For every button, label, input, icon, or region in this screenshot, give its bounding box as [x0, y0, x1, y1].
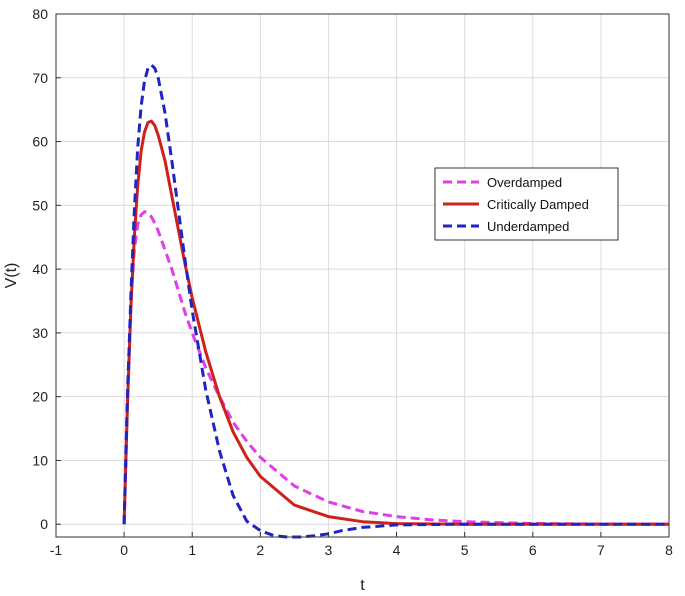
x-tick-label: 2 — [256, 542, 264, 558]
y-tick-labels: 0 10 20 30 40 50 60 70 80 — [32, 6, 61, 532]
x-tick-label: 6 — [529, 542, 537, 558]
legend-label: Underdamped — [487, 219, 569, 234]
x-tick-label: 5 — [461, 542, 469, 558]
y-tick-label: 40 — [32, 261, 48, 277]
y-tick-label: 30 — [32, 325, 48, 341]
x-tick-label: 1 — [188, 542, 196, 558]
y-tick-label: 60 — [32, 134, 48, 150]
x-tick-label: 8 — [665, 542, 673, 558]
plot-frame — [55, 13, 670, 538]
series-group — [122, 63, 670, 539]
y-tick-label: 70 — [32, 70, 48, 86]
x-tick-label: 3 — [325, 542, 333, 558]
y-tick-label: 0 — [40, 516, 48, 532]
y-tick-label: 20 — [32, 389, 48, 405]
y-axis-label: V(t) — [3, 263, 20, 289]
series-line-underdamped — [122, 63, 669, 539]
y-tick-label: 80 — [32, 6, 48, 22]
x-tick-label: 7 — [597, 542, 605, 558]
x-tick-label: -1 — [50, 542, 63, 558]
y-tick-label: 10 — [32, 452, 48, 468]
legend: Overdamped Critically Damped Underdamped — [434, 167, 619, 241]
series-line-overdamped — [122, 210, 670, 526]
y-tick-label: 50 — [32, 197, 48, 213]
x-tick-labels: -1 0 1 2 3 4 5 6 7 8 — [50, 532, 673, 558]
legend-label: Critically Damped — [487, 197, 589, 212]
x-axis-label: t — [360, 577, 365, 594]
legend-label: Overdamped — [487, 175, 562, 190]
x-tick-label: 0 — [120, 542, 128, 558]
x-tick-label: 4 — [393, 542, 401, 558]
